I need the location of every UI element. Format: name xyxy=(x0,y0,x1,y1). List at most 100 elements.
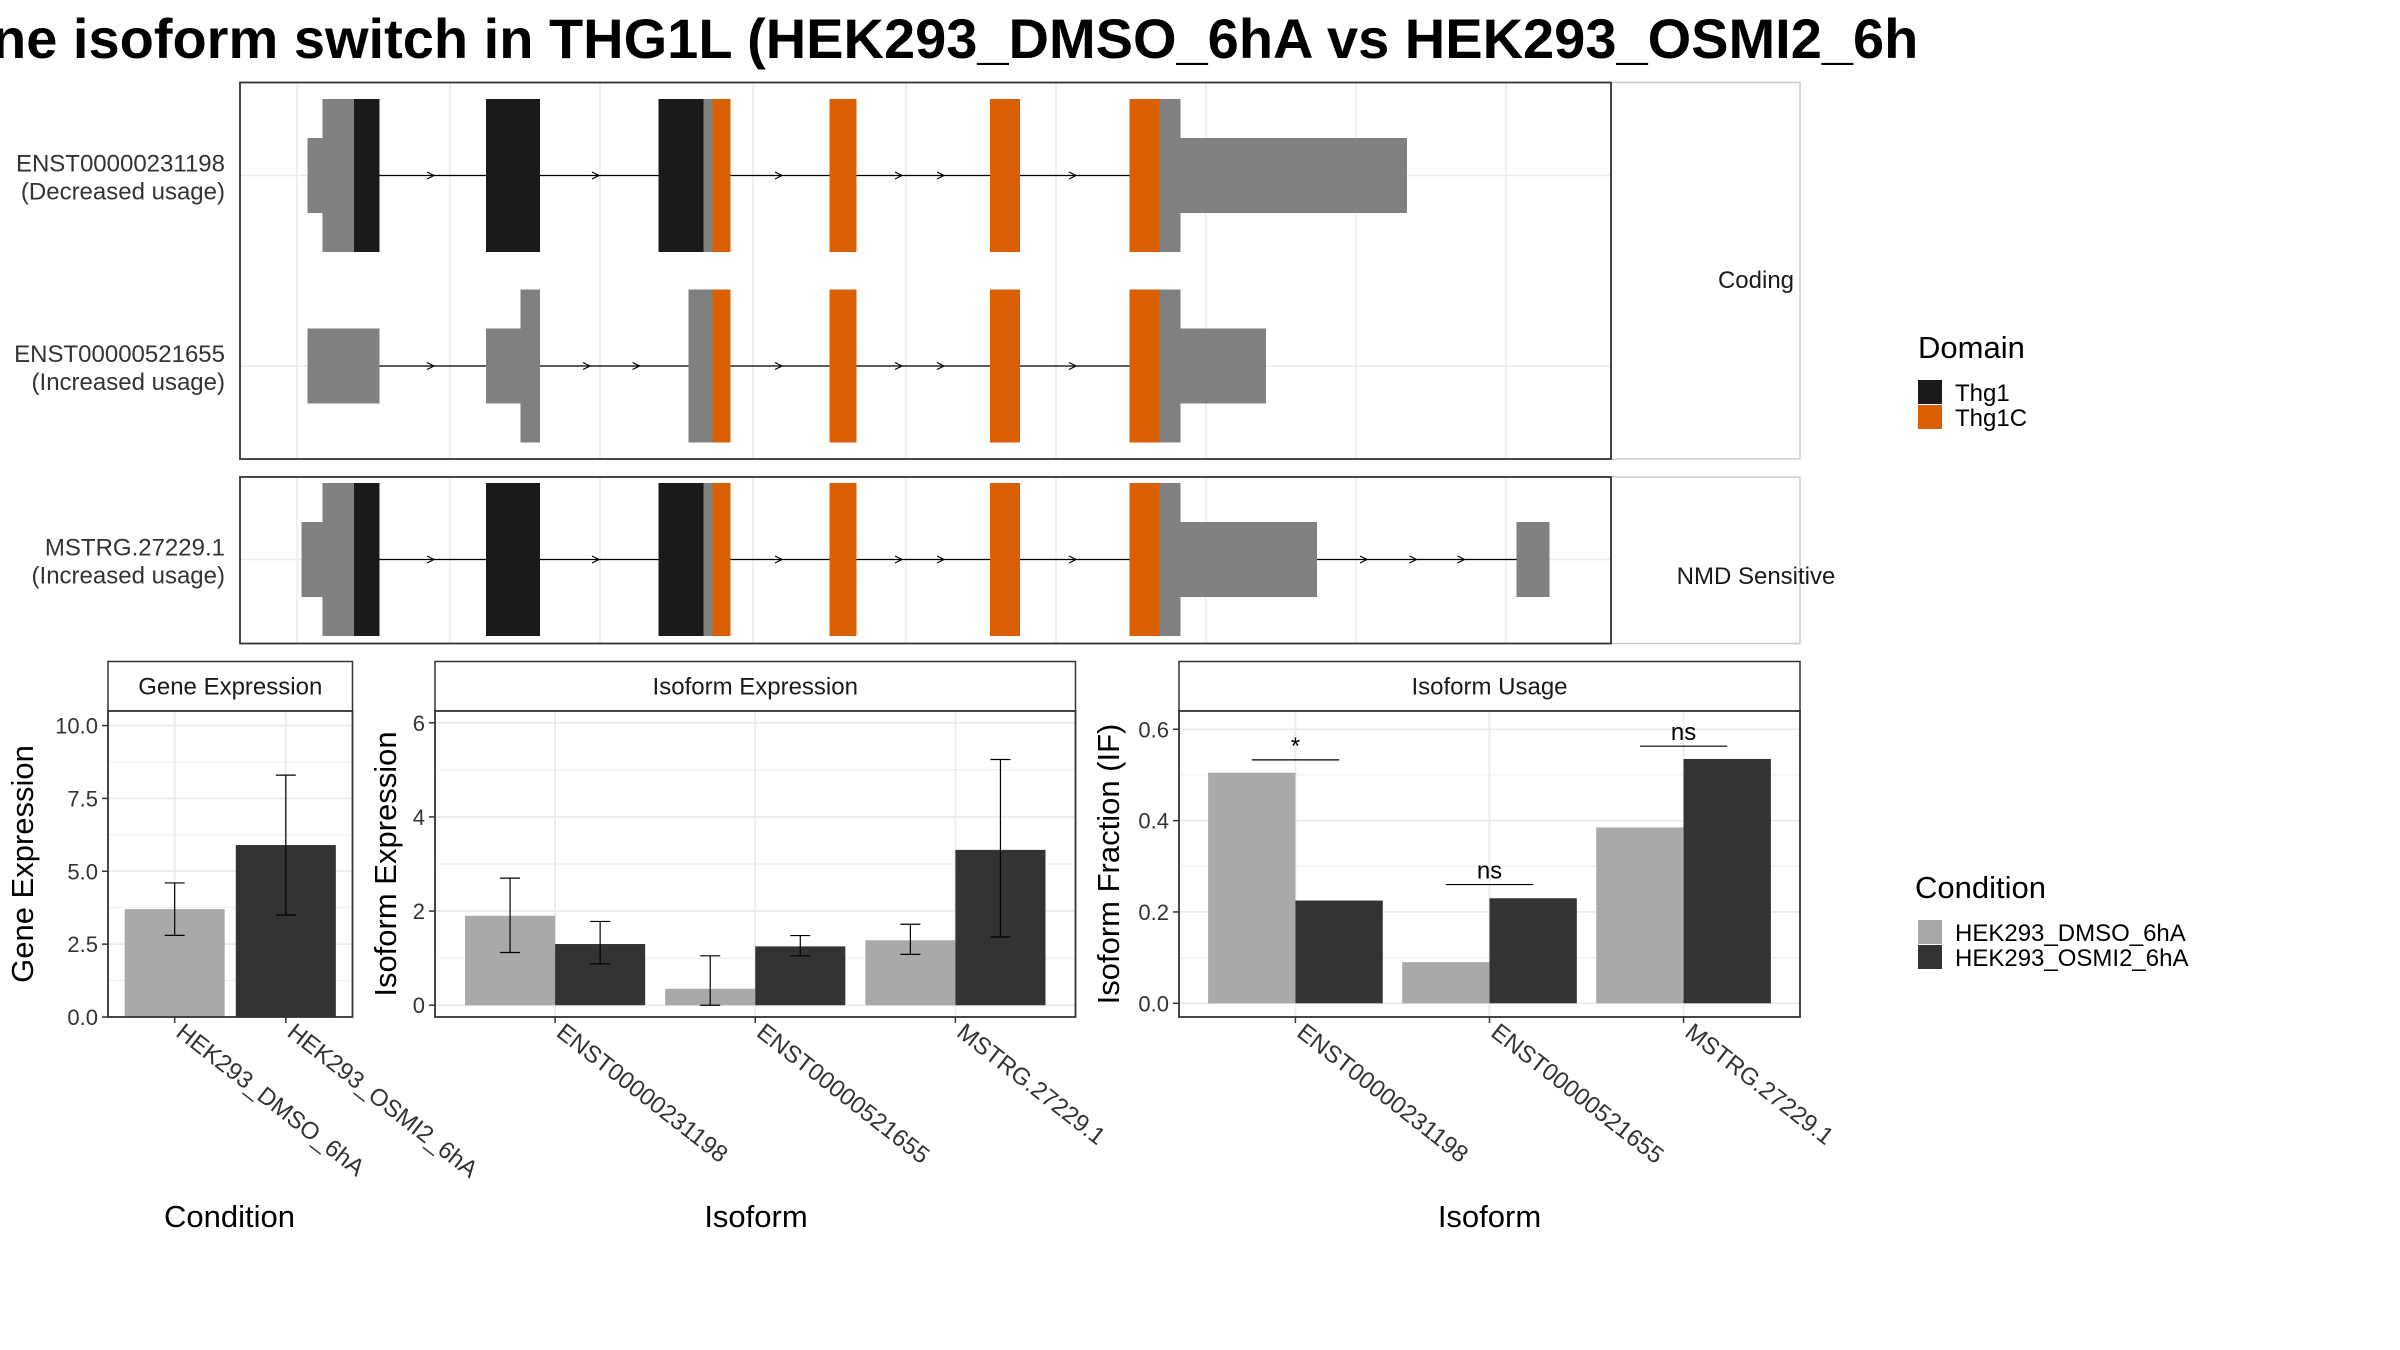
significance-label: ns xyxy=(1477,858,1502,885)
bar-MSTRG.27229.1-HEK293_DMSO_6hA xyxy=(1596,827,1684,1004)
legend-key-dmso xyxy=(1918,920,1942,944)
legend-label-thg1c: Thg1C xyxy=(1955,405,2027,432)
strand-arrow-icon xyxy=(591,171,601,180)
transcript-usage-label: (Increased usage) xyxy=(32,369,225,396)
significance-label: ns xyxy=(1671,719,1696,746)
exon-utr xyxy=(1159,99,1181,252)
condition-legend: Condition HEK293_DMSO_6hA HEK293_OSMI2_6… xyxy=(1915,870,2188,972)
x-axis-title: Isoform xyxy=(704,1199,807,1234)
y-tick-label: 0.4 xyxy=(1138,809,1169,834)
exon-thg1c xyxy=(1129,99,1160,252)
exon-utr xyxy=(301,522,323,597)
strand-arrow-icon xyxy=(894,361,904,371)
exon-thg1c xyxy=(1129,289,1160,443)
transcript-id-label: MSTRG.27229.1 xyxy=(45,535,225,562)
strand-arrow-icon xyxy=(426,361,436,371)
y-tick-label: 0.6 xyxy=(1138,717,1169,742)
x-axis-title: Isoform xyxy=(1438,1199,1541,1234)
exon-utr xyxy=(703,483,713,636)
exon-utr xyxy=(1180,138,1407,213)
exon-thg1c xyxy=(990,483,1020,636)
strip-nmd-sensitive: NMD Sensitive xyxy=(1677,563,1836,590)
y-axis-title: Gene Expression xyxy=(5,745,40,983)
strand-arrow-icon xyxy=(936,361,946,371)
strand-arrow-icon xyxy=(426,555,436,564)
strip-box-nmd xyxy=(1610,476,1801,645)
exon-thg1c xyxy=(712,99,731,252)
exon-utr xyxy=(307,138,323,213)
strand-arrow-icon xyxy=(774,171,784,180)
exon-thg1 xyxy=(486,483,540,636)
y-tick-label: 7.5 xyxy=(67,786,98,811)
x-axis-title: Condition xyxy=(164,1199,295,1234)
exon-thg1 xyxy=(486,99,540,252)
exon-thg1 xyxy=(658,99,704,252)
transcript-ENST00000231198 xyxy=(307,99,1407,252)
strip-coding: Coding xyxy=(1718,267,1794,294)
exon-thg1 xyxy=(354,99,380,252)
strand-arrow-icon xyxy=(426,171,436,180)
transcript-MSTRG.27229.1 xyxy=(301,483,1550,636)
strand-arrow-icon xyxy=(1457,555,1466,564)
strand-arrow-icon xyxy=(894,171,904,180)
x-tick-label: MSTRG.27229.1 xyxy=(1680,1018,1839,1150)
x-tick-label: ENST00000521655 xyxy=(1486,1018,1669,1169)
significance-label: * xyxy=(1291,733,1300,760)
structure-panel-border-nmd xyxy=(239,476,1612,645)
y-tick-label: 0.0 xyxy=(67,1005,98,1030)
chart-strip-title: Isoform Usage xyxy=(1411,673,1567,700)
legend-label-thg1: Thg1 xyxy=(1955,380,2010,407)
strand-arrow-icon xyxy=(1409,555,1418,564)
exon-utr xyxy=(322,99,354,252)
exon-utr xyxy=(486,328,521,404)
x-tick-label: HEK293_DMSO_6hA xyxy=(171,1018,369,1181)
strand-arrow-icon xyxy=(774,555,784,564)
x-tick-label: HEK293_OSMI2_6hA xyxy=(282,1018,483,1183)
exon-utr xyxy=(1180,328,1266,404)
exon-thg1c xyxy=(990,99,1020,252)
y-tick-label: 10.0 xyxy=(55,714,98,739)
strand-arrow-icon xyxy=(591,555,601,564)
exon-thg1c xyxy=(712,483,731,636)
structure-panel-border-coding xyxy=(239,81,1612,460)
exon-thg1c xyxy=(829,483,857,636)
domain-legend: Domain Thg1 Thg1C xyxy=(1918,330,2027,432)
y-tick-label: 0 xyxy=(413,993,425,1018)
chart-strip xyxy=(434,660,1077,712)
x-tick-label: ENST00000231198 xyxy=(1292,1018,1473,1168)
condition-legend-title: Condition xyxy=(1915,870,2046,905)
transcript-id-label: ENST00000521655 xyxy=(14,341,225,368)
exon-thg1c xyxy=(829,289,857,443)
strand-arrow-icon xyxy=(936,171,946,180)
x-tick-label: ENST00000231198 xyxy=(551,1018,732,1168)
transcript-usage-label: (Increased usage) xyxy=(32,563,225,590)
exon-thg1 xyxy=(658,483,704,636)
strand-arrow-icon xyxy=(1359,555,1369,564)
domain-legend-title: Domain xyxy=(1918,330,2025,365)
legend-label-dmso: HEK293_DMSO_6hA xyxy=(1955,920,2186,947)
bar-MSTRG.27229.1-HEK293_OSMI2_6hA xyxy=(1683,758,1771,1004)
chart-strip xyxy=(107,660,354,712)
transcript-id-label: ENST00000231198 xyxy=(16,151,225,178)
strand-arrow-icon xyxy=(774,361,784,371)
strand-arrow-icon xyxy=(1068,171,1078,180)
y-axis-title: Isoform Expression xyxy=(368,731,403,996)
exon-utr xyxy=(1159,483,1181,636)
chart-strip-title: Isoform Expression xyxy=(653,673,858,700)
x-tick-label: MSTRG.27229.1 xyxy=(952,1018,1111,1150)
y-tick-label: 4 xyxy=(413,805,425,830)
strand-arrow-icon xyxy=(894,555,904,564)
transcript-ENST00000521655 xyxy=(307,289,1266,443)
strip-box-coding xyxy=(1610,81,1801,460)
exon-utr xyxy=(688,289,713,443)
exon-utr xyxy=(703,99,713,252)
bar-ENST00000521655-HEK293_OSMI2_6hA xyxy=(1489,898,1577,1004)
transcript-structure-panel: ENST00000231198(Decreased usage) ENST0000… xyxy=(14,81,1801,645)
strand-arrow-icon xyxy=(936,555,946,564)
strand-arrow-icon xyxy=(582,361,592,371)
bar-ENST00000231198-HEK293_DMSO_6hA xyxy=(1208,772,1296,1004)
bar-charts: Gene Expression 0.0 2.5 5.0 7.5 10.0 HEK293_DM… xyxy=(5,660,1839,1234)
legend-key-thg1 xyxy=(1918,380,1942,404)
exon-utr xyxy=(307,328,380,404)
